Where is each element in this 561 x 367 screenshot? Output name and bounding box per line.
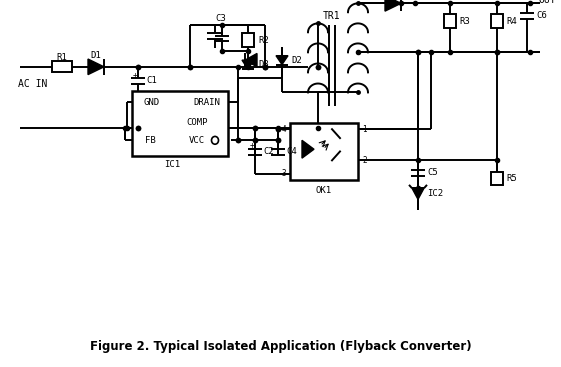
Text: R4: R4 (506, 17, 517, 26)
Text: GND: GND (144, 98, 160, 107)
Text: R3: R3 (459, 17, 470, 26)
Text: OUT: OUT (539, 0, 557, 5)
Bar (52, 61, 72, 72)
Bar (444, 14, 456, 28)
Text: D2: D2 (291, 56, 302, 65)
Polygon shape (385, 0, 401, 11)
Text: D1: D1 (91, 51, 102, 60)
Text: COMP: COMP (186, 118, 208, 127)
Text: C4: C4 (286, 147, 297, 156)
Text: C6: C6 (536, 11, 547, 20)
Text: AC IN: AC IN (18, 79, 47, 88)
Bar (132, 91, 228, 156)
Text: R2: R2 (258, 36, 269, 45)
Polygon shape (88, 59, 104, 75)
Text: C5: C5 (427, 168, 438, 177)
Polygon shape (302, 140, 314, 158)
Text: R5: R5 (506, 174, 517, 183)
Text: R1: R1 (57, 54, 67, 62)
Text: 1: 1 (362, 125, 367, 134)
Text: +: + (133, 71, 137, 80)
Text: IC2: IC2 (427, 189, 443, 198)
Text: +: + (250, 141, 254, 150)
Text: D3: D3 (258, 60, 269, 69)
Text: C2: C2 (263, 147, 274, 156)
Polygon shape (412, 188, 424, 199)
Bar (290, 123, 358, 181)
Text: IC1: IC1 (164, 160, 180, 169)
Text: C3: C3 (215, 14, 227, 23)
Text: 2: 2 (362, 156, 367, 165)
Polygon shape (276, 56, 288, 65)
Text: FB: FB (145, 136, 155, 145)
Bar (242, 33, 254, 47)
Text: TR1: TR1 (323, 11, 341, 21)
Text: VCC: VCC (189, 136, 205, 145)
Polygon shape (242, 60, 254, 69)
Text: DRAIN: DRAIN (194, 98, 220, 107)
Text: C1: C1 (146, 76, 157, 85)
Text: 3: 3 (282, 169, 286, 178)
Text: OK1: OK1 (316, 186, 332, 195)
Bar (491, 171, 503, 185)
Text: Figure 2. Typical Isolated Application (Flyback Converter): Figure 2. Typical Isolated Application (… (90, 340, 471, 353)
Text: 4: 4 (282, 125, 286, 134)
Polygon shape (245, 54, 257, 67)
Bar (491, 14, 503, 28)
